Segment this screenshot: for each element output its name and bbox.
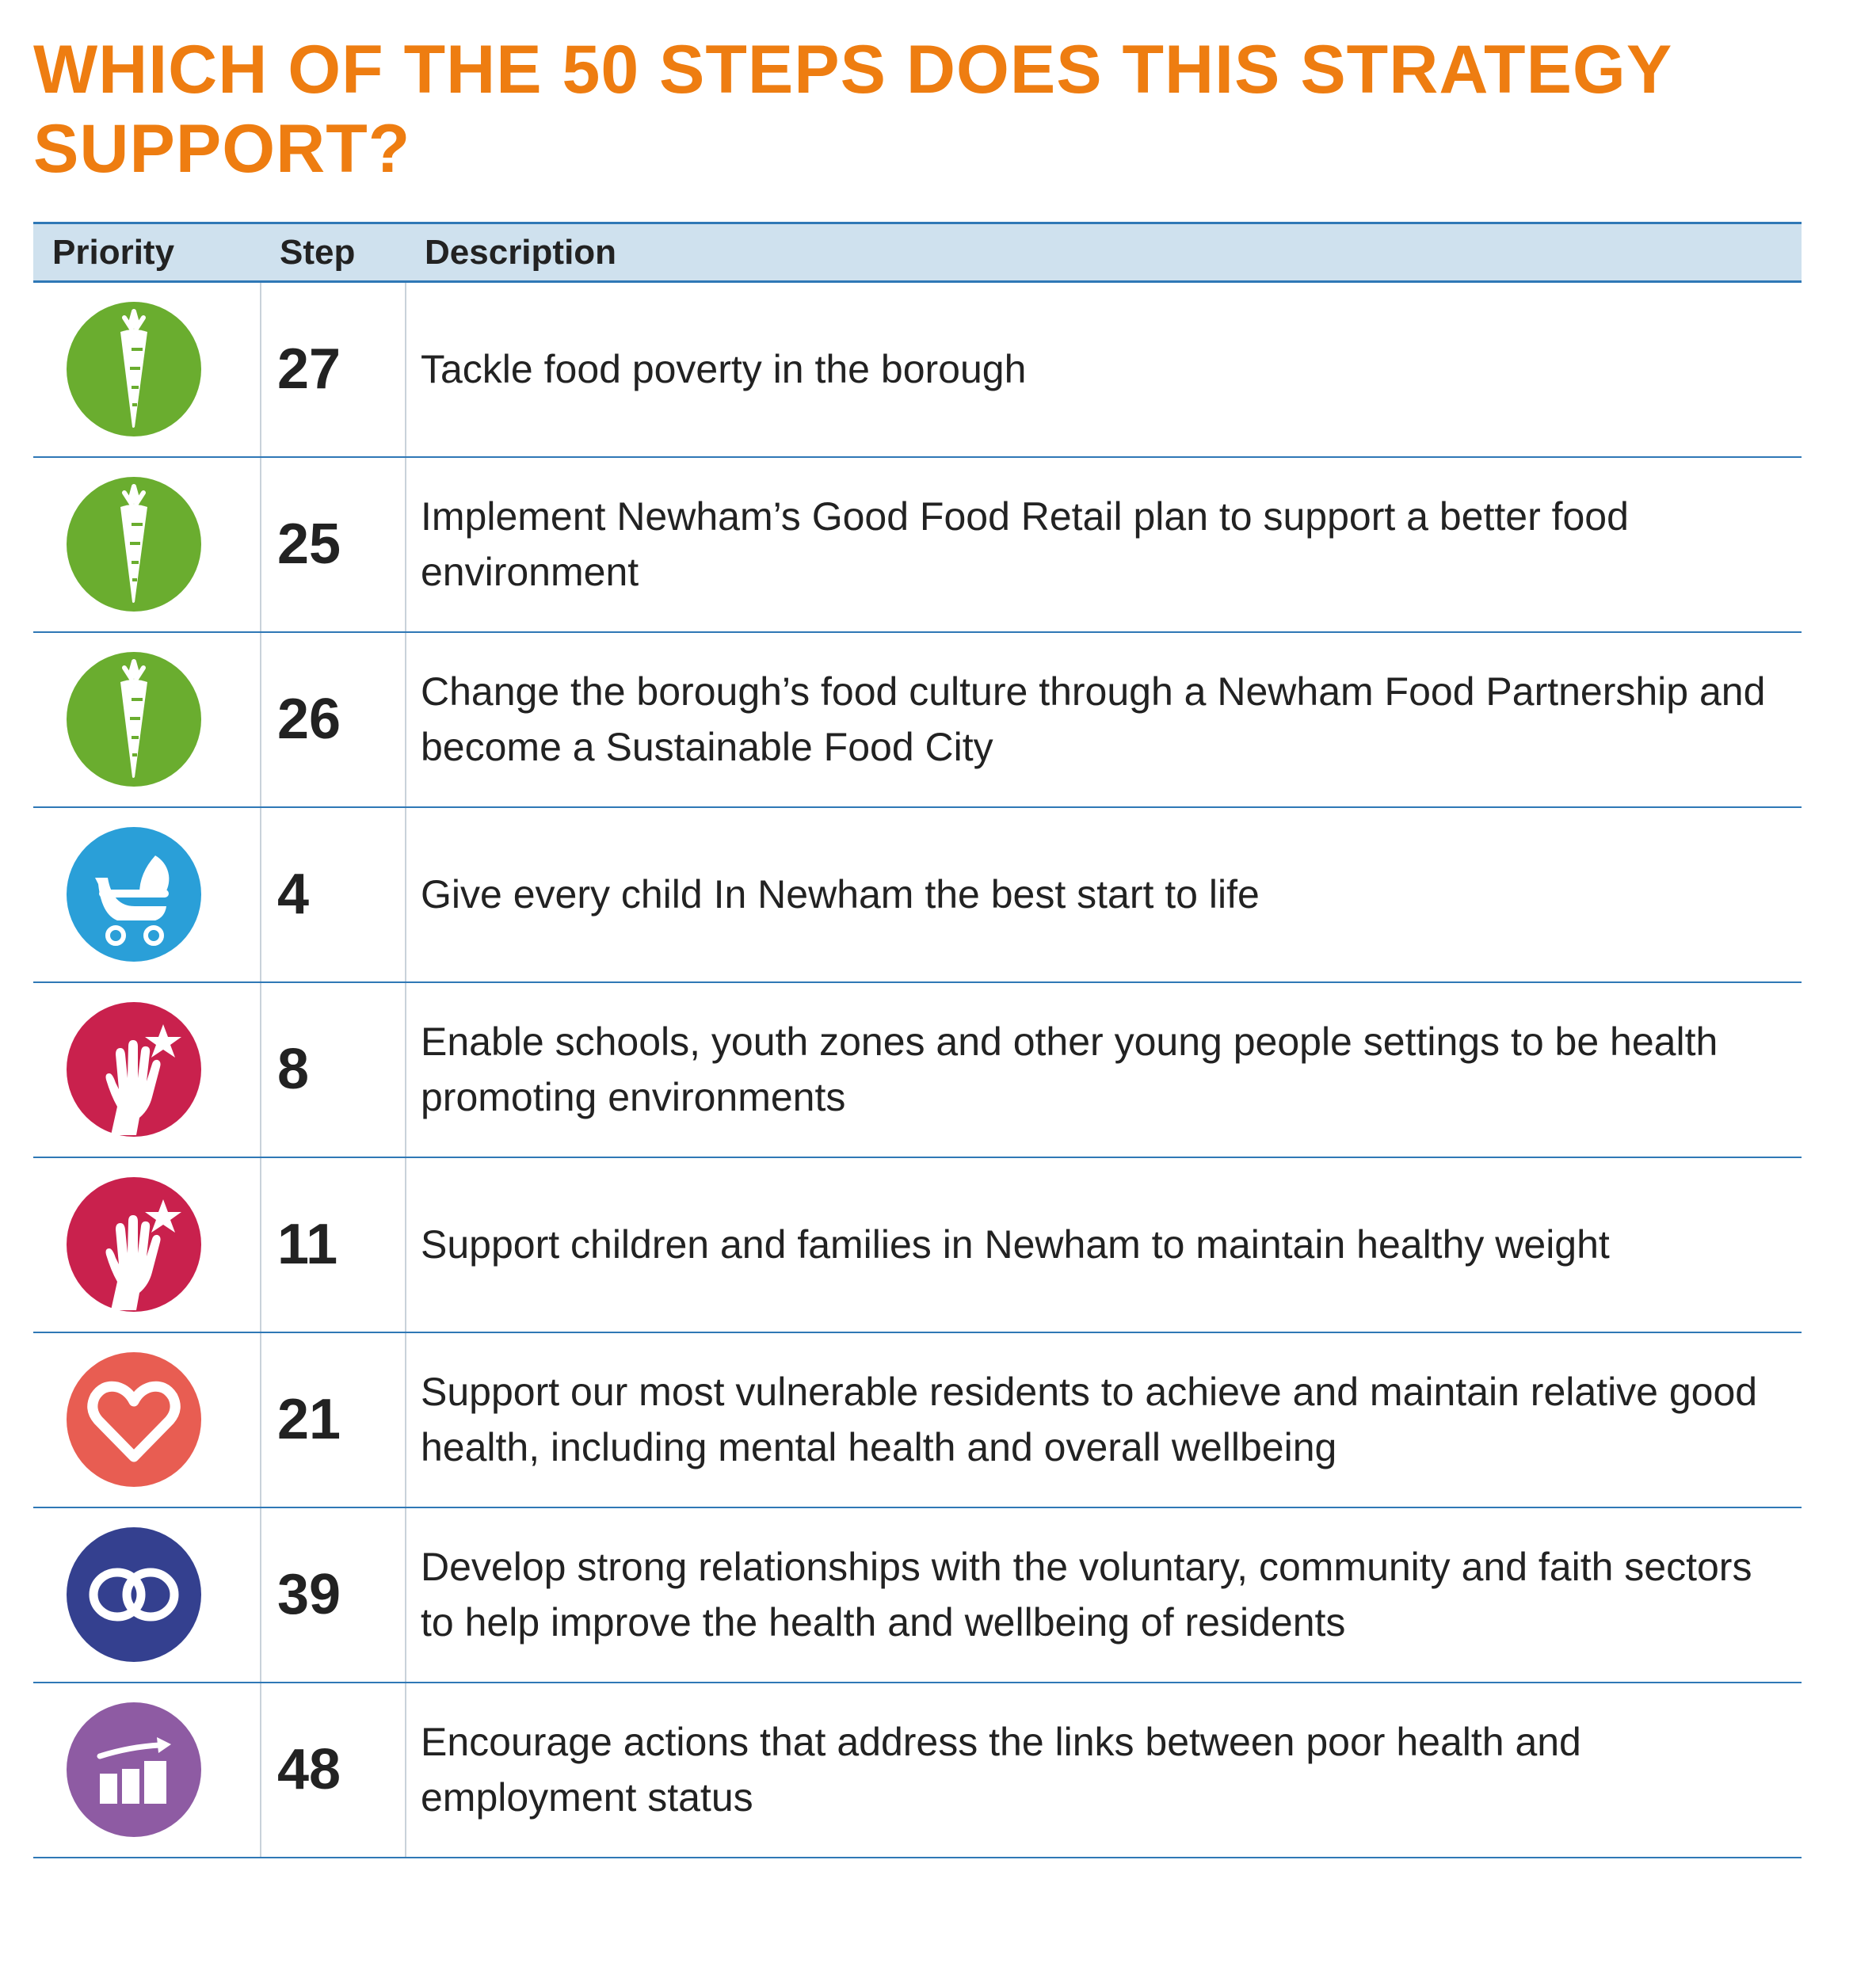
pram-icon (67, 827, 201, 962)
carrot-icon (67, 652, 201, 787)
step-number: 25 (261, 456, 406, 633)
priority-cell (33, 1332, 261, 1508)
priority-cell (33, 456, 261, 633)
table-row: 4 Give every child In Newham the best st… (33, 806, 1802, 983)
column-header-description: Description (406, 222, 1802, 283)
priority-cell (33, 1157, 261, 1333)
priority-cell (33, 981, 261, 1158)
priority-cell (33, 1507, 261, 1683)
steps-table: Priority Step Description 27 Tackle food… (33, 222, 1802, 1858)
growth-chart-icon (67, 1702, 201, 1837)
step-description: Support children and families in Newham … (406, 1157, 1802, 1333)
priority-cell (33, 281, 261, 458)
step-number: 48 (261, 1682, 406, 1858)
hand-star-icon (67, 1177, 201, 1312)
step-description: Enable schools, youth zones and other yo… (406, 981, 1802, 1158)
table-row: 48 Encourage actions that address the li… (33, 1682, 1802, 1858)
step-number: 8 (261, 981, 406, 1158)
step-number: 27 (261, 281, 406, 458)
table-row: 21 Support our most vulnerable residents… (33, 1332, 1802, 1508)
carrot-icon (67, 302, 201, 437)
page-title: WHICH OF THE 50 STEPS DOES THIS STRATEGY… (33, 32, 1672, 187)
step-description: Change the borough’s food culture throug… (406, 631, 1802, 808)
priority-cell (33, 631, 261, 808)
column-header-step: Step (261, 222, 406, 283)
priority-cell (33, 806, 261, 983)
table-row: 39 Develop strong relationships with the… (33, 1507, 1802, 1683)
table-row: 8 Enable schools, youth zones and other … (33, 981, 1802, 1158)
step-description: Give every child In Newham the best star… (406, 806, 1802, 983)
step-number: 39 (261, 1507, 406, 1683)
carrot-icon (67, 477, 201, 612)
heart-icon (67, 1352, 201, 1487)
step-description: Tackle food poverty in the borough (406, 281, 1802, 458)
step-description: Support our most vulnerable residents to… (406, 1332, 1802, 1508)
table-row: 25 Implement Newham’s Good Food Retail p… (33, 456, 1802, 633)
step-number: 26 (261, 631, 406, 808)
step-description: Develop strong relationships with the vo… (406, 1507, 1802, 1683)
step-number: 21 (261, 1332, 406, 1508)
table-row: 27 Tackle food poverty in the borough (33, 281, 1802, 458)
header-row: Priority Step Description (33, 222, 1802, 283)
table-header: Priority Step Description (33, 222, 1802, 283)
step-number: 4 (261, 806, 406, 983)
table-row: 11 Support children and families in Newh… (33, 1157, 1802, 1333)
linked-rings-icon (67, 1527, 201, 1662)
step-description: Encourage actions that address the links… (406, 1682, 1802, 1858)
column-header-priority: Priority (33, 222, 261, 283)
step-description: Implement Newham’s Good Food Retail plan… (406, 456, 1802, 633)
step-number: 11 (261, 1157, 406, 1333)
hand-star-icon (67, 1002, 201, 1137)
priority-cell (33, 1682, 261, 1858)
table-row: 26 Change the borough’s food culture thr… (33, 631, 1802, 808)
